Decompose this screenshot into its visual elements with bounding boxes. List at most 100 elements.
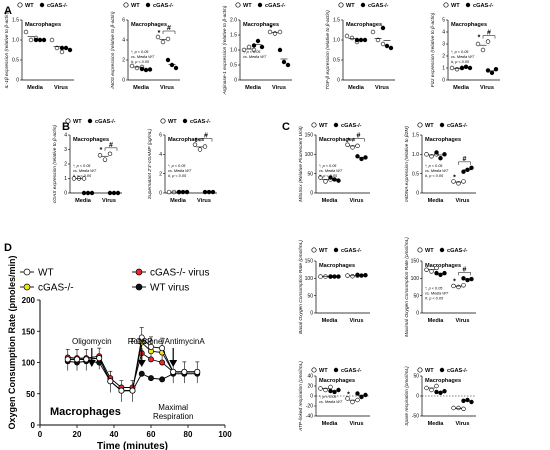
x-tick-label: 20 (73, 430, 82, 439)
panel-title: Macrophages (319, 137, 355, 143)
significance-hash: # (463, 266, 467, 273)
data-point-wt (434, 265, 439, 271)
legend-marker-cgas (439, 122, 445, 128)
series-point-2 (148, 356, 154, 363)
data-point-cgas (469, 165, 474, 171)
y-axis-label: Maximal Oxygen Consumption Rate (pmol/mL… (404, 237, 410, 337)
legend-label-wt: WT (425, 368, 434, 374)
y-tick-label: 3 (64, 147, 67, 153)
y-tick-label: 0.5 (230, 63, 237, 69)
y-axis-label: IL-1β expression (relative to β-actin) (4, 11, 10, 88)
y-tick-label: 50 (413, 374, 419, 380)
y-tick-label: 6 (159, 133, 162, 139)
stat-annotation: *, p < 0.05 (168, 164, 186, 168)
significance-bracket (482, 35, 496, 39)
data-point-cgas (485, 68, 491, 73)
data-point-wt (246, 44, 252, 50)
legend-marker-wt (417, 247, 423, 253)
data-point-wt (456, 284, 461, 290)
y-tick-label: 100 (305, 276, 314, 282)
data-point-wt (272, 31, 278, 36)
data-point-cgas (277, 47, 283, 53)
legend-label-wt: WT (319, 123, 328, 129)
data-point-wt (380, 41, 386, 47)
data-point-wt (355, 143, 360, 149)
stat-annotation: vs. Media WT (243, 55, 267, 59)
data-point-wt (59, 49, 65, 55)
significance-bracket (458, 161, 471, 165)
y-axis-label: Arginase-1 expression (relative to β-act… (222, 5, 228, 95)
data-point-cgas (173, 65, 179, 71)
data-point-wt (375, 37, 381, 43)
y-tick-label: 150 (305, 259, 314, 265)
panel-title: Macrophages (25, 22, 61, 28)
panel-title: Macrophages (451, 22, 487, 28)
series-point-0 (170, 368, 177, 375)
x-tick-label: 100 (218, 430, 232, 439)
category-label: Virus (456, 318, 470, 324)
y-tick-label: 0 (337, 78, 340, 84)
data-point-cgas (442, 270, 447, 276)
data-point-wt (23, 29, 29, 35)
data-point-cgas (384, 43, 390, 49)
legend-label-cgas: cGAS-/- (153, 3, 174, 9)
y-tick-label: 2.0 (230, 18, 237, 24)
panel-title: Macrophages (131, 22, 167, 28)
stat-annotation: vs. Media WT (131, 55, 155, 59)
panel-title: Macrophages (73, 137, 109, 143)
y-tick-label: 1.0 (230, 48, 237, 54)
y-tick-label: 6 (122, 18, 125, 24)
y-tick-label: 4 (122, 38, 125, 44)
stat-annotation: *, p < 0.05 (243, 50, 261, 54)
data-point-cgas (355, 391, 360, 396)
legend-label-wt: WT (73, 119, 82, 125)
injection-arrowhead (169, 360, 178, 367)
legend-marker-cgas (333, 367, 339, 373)
data-point-cgas (255, 38, 261, 44)
data-point-wt (97, 153, 103, 158)
data-point-wt (318, 274, 323, 279)
series-point-0 (83, 356, 90, 363)
y-tick-label: 100 (22, 359, 36, 368)
significance-star: * (453, 278, 456, 285)
data-point-cgas (259, 44, 265, 50)
y-tick-label: 0.5 (333, 58, 340, 64)
y-tick-label: 0 (64, 191, 67, 197)
y-tick-label: 0 (416, 394, 419, 400)
legend-label-cgas: cGAS-/- (447, 123, 468, 129)
legend-marker-wt (311, 247, 317, 253)
y-tick-label: 3 (442, 42, 445, 48)
data-point-wt (429, 154, 434, 159)
data-point-wt (49, 37, 55, 43)
data-point-wt (129, 63, 135, 69)
legend-label-wt: WT (346, 3, 355, 9)
stat-annotation: #, p < 0.05 (451, 60, 470, 64)
data-point-wt (54, 45, 60, 51)
data-point-wt (345, 396, 350, 401)
legend-marker-cgas (333, 122, 339, 128)
significance-hash: # (357, 133, 361, 140)
data-point-wt (461, 179, 466, 184)
panel-title: Macrophages (425, 263, 461, 269)
stat-annotation: *, p < 0.05 (451, 50, 469, 54)
significance-hash: # (463, 156, 467, 163)
stat-annotation: #, p < 0.05 (73, 174, 92, 178)
y-tick-label: 1.5 (230, 33, 237, 39)
stat-annotation: vs. Media WT (425, 169, 449, 173)
legend-label-cgas: cGAS-/- (447, 368, 468, 374)
y-tick-label: 0 (159, 191, 162, 197)
data-point-wt (480, 47, 486, 53)
y-tick-label: 4 (159, 152, 162, 158)
y-tick-label: 0 (416, 191, 419, 197)
data-point-cgas (442, 389, 447, 394)
y-tick-label: 1.0 (412, 152, 419, 158)
data-point-wt (166, 189, 172, 195)
category-label: Media (428, 421, 445, 427)
data-point-wt (160, 39, 166, 45)
data-point-cgas (461, 276, 466, 281)
stat-annotation: #, p < 0.05 (425, 174, 444, 178)
